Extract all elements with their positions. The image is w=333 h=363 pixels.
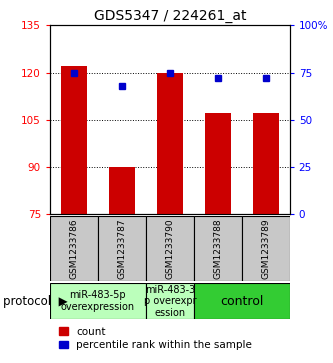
Text: GSM1233789: GSM1233789 — [261, 218, 270, 279]
Text: protocol  ▶: protocol ▶ — [3, 295, 68, 308]
Text: miR-483-5p
overexpression: miR-483-5p overexpression — [61, 290, 135, 312]
Text: miR-483-3
p overexpr
ession: miR-483-3 p overexpr ession — [144, 285, 196, 318]
Bar — [61, 66, 87, 214]
Bar — [109, 167, 135, 214]
Text: GSM1233787: GSM1233787 — [117, 218, 127, 279]
Bar — [98, 216, 146, 281]
Legend: count, percentile rank within the sample: count, percentile rank within the sample — [55, 323, 256, 354]
Bar — [204, 114, 231, 214]
Bar — [50, 216, 98, 281]
Text: control: control — [220, 295, 263, 308]
Bar — [252, 114, 279, 214]
Bar — [194, 283, 290, 319]
Bar — [146, 283, 194, 319]
Bar — [50, 283, 146, 319]
Bar — [194, 216, 242, 281]
Text: GSM1233786: GSM1233786 — [69, 218, 79, 279]
Bar — [157, 73, 183, 214]
Text: GSM1233788: GSM1233788 — [213, 218, 222, 279]
Title: GDS5347 / 224261_at: GDS5347 / 224261_at — [94, 9, 246, 23]
Bar — [242, 216, 290, 281]
Bar — [146, 216, 194, 281]
Text: GSM1233790: GSM1233790 — [165, 218, 174, 279]
